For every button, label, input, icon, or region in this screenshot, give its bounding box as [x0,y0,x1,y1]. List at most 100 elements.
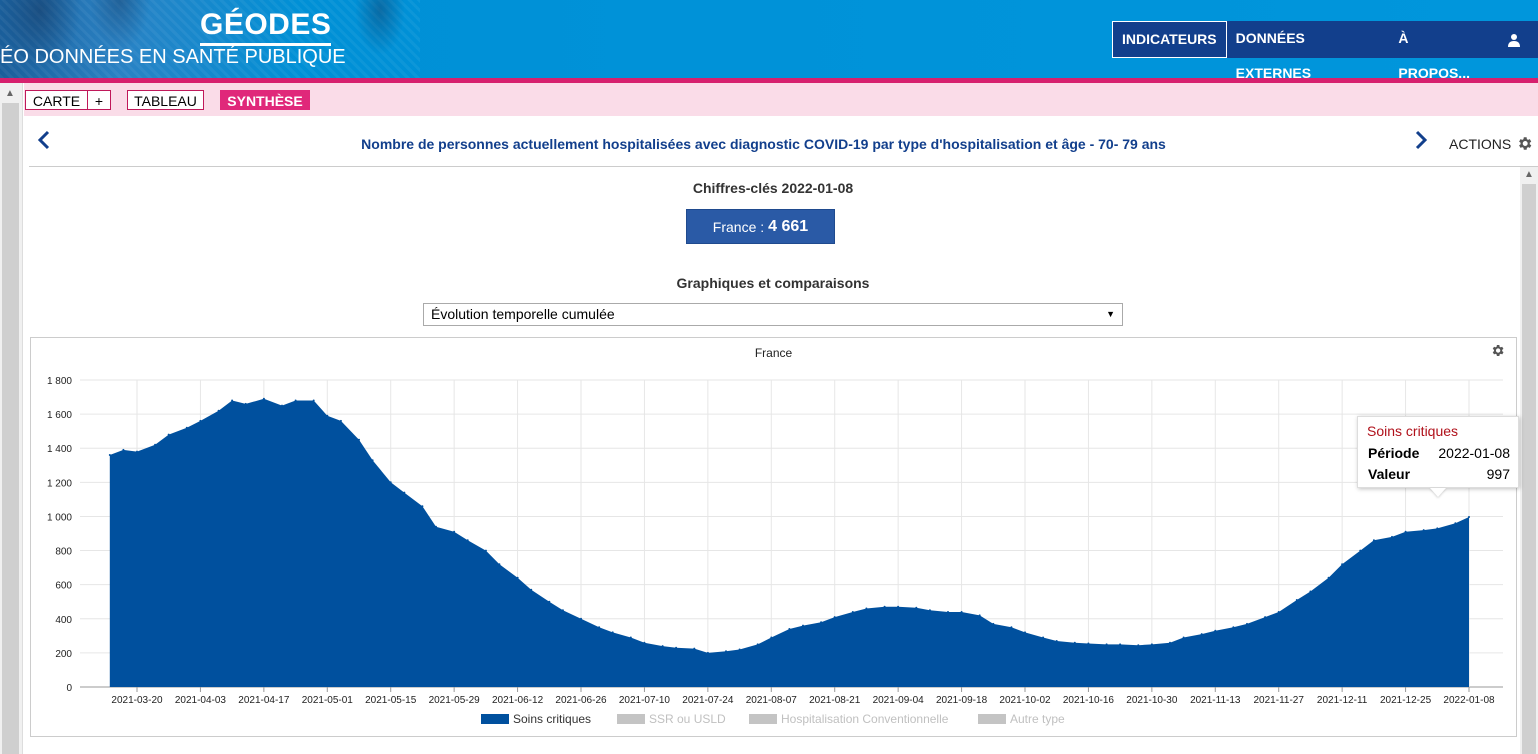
legend-item-label[interactable]: SSR ou USLD [649,712,726,726]
data-point [498,563,501,566]
actions-label: ACTIONS [1449,135,1512,152]
x-tick-label: 2021-10-16 [1063,695,1115,706]
data-point [661,645,664,648]
tab-tableau[interactable]: TABLEAU [127,90,204,110]
data-point [1105,643,1108,646]
data-point [756,643,759,646]
x-tick-label: 2021-09-04 [873,695,925,706]
y-tick-label: 1 600 [47,410,72,421]
previous-indicator-chevron-icon[interactable] [37,130,51,155]
data-point [947,611,949,613]
data-point [788,628,791,630]
data-point [643,641,646,644]
data-point [1010,626,1013,629]
legend-item-label[interactable]: Soins critiques [513,712,591,726]
data-point [833,616,836,619]
y-tick-label: 1 000 [47,512,72,523]
data-point [1150,643,1153,646]
legend-swatch [749,714,777,724]
key-figure-france[interactable]: France : 4 661 [686,209,835,244]
data-point [820,621,823,624]
scrollbar-thumb[interactable] [1522,184,1536,754]
legend-item-label[interactable]: Hospitalisation Conventionnelle [781,712,949,726]
nav-indicateurs[interactable]: INDICATEURS [1112,21,1227,58]
series-area-soins-critiques[interactable] [109,398,1469,687]
x-tick-label: 2021-11-13 [1190,695,1241,706]
data-point [1264,616,1267,619]
x-tick-label: 2021-09-18 [936,695,988,706]
scroll-up-arrow-icon[interactable]: ▲ [1524,169,1534,180]
content-scrollbar[interactable]: ▲ [1520,167,1538,754]
nav-a-propos[interactable]: À PROPOS... [1398,30,1470,81]
data-point [770,636,773,639]
key-figures-title: Chiffres-clés 2022-01-08 [692,180,854,196]
chart-settings-gear-icon[interactable] [1490,343,1505,363]
data-point [281,404,283,407]
data-point [1454,522,1457,525]
app-logo-title[interactable]: GÉODES [200,8,332,46]
chart-type-selected: Évolution temporelle cumulée [431,306,615,322]
main-nav: INDICATEURS DONNÉES EXTERNES À PROPOS... [1112,21,1538,81]
data-point [326,414,329,417]
y-tick-label: 200 [55,649,72,660]
x-tick-label: 2021-07-24 [682,695,734,706]
data-point [1214,629,1217,632]
chart-tooltip: Soins critiques Période 2022-01-08 Valeu… [1357,416,1519,488]
data-point [1169,641,1171,644]
data-point [312,399,315,402]
data-point [580,617,582,620]
app-logo-subtitle: ÉO DONNÉES EN SANTÉ PUBLIQUE [0,46,346,68]
data-point [725,650,727,653]
legend-swatch [481,714,509,724]
data-point [1182,636,1185,639]
data-point [167,433,170,436]
data-point [706,651,709,654]
data-point [883,605,886,608]
data-point [1024,631,1026,634]
nav-donnees-externes[interactable]: DONNÉES EXTERNES [1235,30,1312,81]
page-scrollbar[interactable]: ▲ [0,83,23,754]
tab-carte[interactable]: CARTE [25,90,88,110]
tab-synthese[interactable]: SYNTHÈSE [220,90,310,110]
tooltip-value-value: 997 [1486,466,1510,482]
chart-type-select[interactable]: Évolution temporelle cumulée ▼ [423,303,1123,326]
data-point [1232,626,1235,629]
user-icon[interactable] [1491,21,1538,58]
x-tick-label: 2021-08-21 [809,695,861,706]
gear-icon [1519,137,1532,150]
legend-item-label[interactable]: Autre type [1010,712,1065,726]
x-tick-label: 2021-10-02 [999,695,1051,706]
scrollbar-thumb[interactable] [2,103,19,754]
data-point [530,588,533,591]
data-point [1422,529,1425,532]
tooltip-series-name: Soins critiques [1367,423,1459,439]
legend-swatch [617,714,645,724]
scroll-up-arrow-icon[interactable]: ▲ [5,88,15,99]
indicator-title: Nombre de personnes actuellement hospita… [361,136,1166,152]
data-point [358,438,360,441]
data-point [244,402,247,405]
data-point [960,611,963,613]
x-tick-label: 2021-06-26 [555,695,607,706]
tab-add-map[interactable]: + [87,90,111,110]
data-point [1055,640,1058,642]
data-point [693,647,696,650]
actions-menu[interactable]: ACTIONS [1449,135,1533,152]
data-point [548,600,551,603]
data-point [1119,643,1122,646]
x-tick-label: 2021-08-07 [746,695,798,706]
data-point [978,614,981,617]
data-point [371,459,374,462]
data-point [217,409,220,412]
x-tick-label: 2021-04-17 [238,695,290,706]
data-point [294,399,297,402]
data-point [339,419,342,422]
data-point [1468,516,1470,518]
data-point [897,605,900,608]
next-indicator-chevron-icon[interactable] [1414,130,1428,155]
key-figure-label: France : [712,218,765,235]
data-point [1295,599,1298,601]
x-tick-label: 2021-07-10 [619,695,671,706]
comparisons-title: Graphiques et comparaisons [676,275,870,291]
